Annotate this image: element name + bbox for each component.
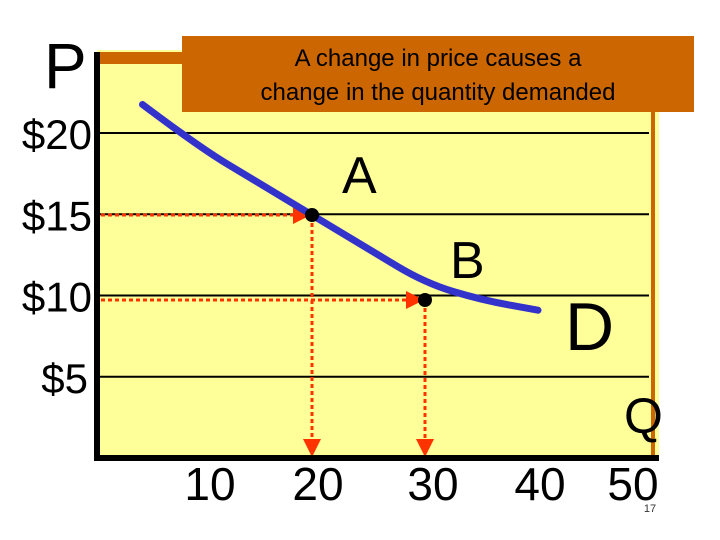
- x-tick-label-30: 30: [407, 458, 458, 510]
- x-tick-labels: 10 20 30 40 50: [184, 458, 658, 510]
- gridlines: [97, 60, 655, 458]
- demand-curve: [139, 101, 542, 314]
- curve-points: AB: [305, 147, 485, 307]
- y-tick-labels: $5 $10 $15 $20: [22, 111, 92, 402]
- callout-line-1: A change in price causes a: [295, 45, 583, 72]
- y-tick-label-5: $5: [41, 355, 88, 402]
- y-tick-label-15: $15: [22, 192, 92, 239]
- x-tick-label-50: 50: [607, 458, 658, 510]
- demand-label: D: [565, 289, 614, 365]
- y-tick-label-20: $20: [22, 111, 92, 158]
- point-a: [305, 208, 319, 222]
- x-tick-label-40: 40: [514, 458, 565, 510]
- y-axis-label: P: [44, 30, 87, 102]
- callout-box: [182, 36, 694, 112]
- point-b: [418, 293, 432, 307]
- x-axis-label: Q: [624, 388, 663, 444]
- point-label-b: B: [450, 232, 485, 290]
- page-number: 17: [644, 503, 656, 515]
- callout-line-2: change in the quantity demanded: [261, 79, 616, 106]
- guide-lines: [101, 206, 434, 457]
- x-tick-label-10: 10: [184, 458, 235, 510]
- x-tick-label-20: 20: [292, 458, 343, 510]
- y-tick-label-10: $10: [22, 274, 92, 321]
- point-label-a: A: [342, 147, 377, 205]
